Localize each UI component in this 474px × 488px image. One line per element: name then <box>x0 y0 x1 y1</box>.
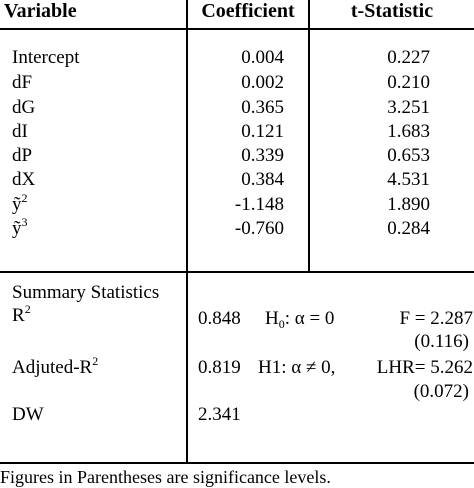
summary-rule <box>0 271 474 273</box>
row-coefficient: 0.002 <box>241 72 284 93</box>
row-coefficient: 0.384 <box>241 169 284 190</box>
header-variable: Variable <box>4 0 77 22</box>
adj-r2-label-exponent: 2 <box>92 354 99 368</box>
hypothesis-condition: : α = 0 <box>284 308 335 329</box>
row-coefficient: -0.760 <box>234 218 284 239</box>
row-variable: dI <box>12 121 28 142</box>
row-t-statistic: 1.683 <box>387 121 430 142</box>
hypothesis-h: H <box>265 308 279 329</box>
row-coefficient: 0.339 <box>241 145 284 166</box>
row-variable: dP <box>12 145 33 166</box>
header-t-statistic: t-Statistic <box>350 0 434 22</box>
row-variable: dX <box>12 169 36 190</box>
r2-statistic: F = 2.287 <box>399 308 473 329</box>
r2-label-text: R <box>12 305 25 326</box>
row-variable-base: ỹ <box>12 218 22 239</box>
dw-value: 2.341 <box>198 404 241 425</box>
adj-r2-label: Adjuted-R2 <box>12 355 98 378</box>
row-variable: ỹ3 <box>12 216 28 239</box>
row-variable-exponent: 2 <box>21 191 28 205</box>
dw-label: DW <box>12 404 44 425</box>
row-t-statistic: 0.653 <box>387 145 430 166</box>
r2-label: R2 <box>12 303 31 326</box>
row-variable: dG <box>12 97 36 118</box>
r2-value: 0.848 <box>198 308 241 329</box>
row-variable: dF <box>12 72 33 93</box>
bottom-rule <box>0 462 474 464</box>
row-coefficient: 0.365 <box>241 97 284 118</box>
row-coefficient: 0.004 <box>241 47 284 68</box>
adj-r2-value: 0.819 <box>198 357 241 378</box>
column-divider-2 <box>308 0 310 272</box>
r2-label-exponent: 2 <box>24 302 31 316</box>
adj-r2-statistic: LHR= 5.262 <box>376 357 473 378</box>
row-variable: ỹ2 <box>12 192 28 215</box>
summary-title: Summary Statistics <box>12 282 160 303</box>
r2-significance: (0.116) <box>414 331 469 352</box>
row-t-statistic: 0.284 <box>387 218 430 239</box>
header-rule <box>0 28 474 30</box>
row-variable: Intercept <box>12 47 80 68</box>
row-coefficient: -1.148 <box>234 194 284 215</box>
row-t-statistic: 1.890 <box>387 194 430 215</box>
row-variable-base: ỹ <box>12 194 22 215</box>
row-variable-exponent: 3 <box>21 215 28 229</box>
footnote: Figures in Parentheses are significance … <box>0 467 331 487</box>
row-t-statistic: 3.251 <box>387 97 430 118</box>
row-t-statistic: 4.531 <box>387 169 430 190</box>
r2-hypothesis: H0: α = 0 <box>265 308 335 331</box>
adj-r2-label-text: Adjuted-R <box>12 357 93 378</box>
adj-r2-significance: (0.072) <box>413 381 469 402</box>
adj-r2-hypothesis: H1: α ≠ 0, <box>258 357 336 378</box>
hypothesis-subscript: 0 <box>278 317 285 331</box>
column-divider-1 <box>186 0 188 463</box>
row-t-statistic: 0.210 <box>387 72 430 93</box>
row-t-statistic: 0.227 <box>387 47 430 68</box>
header-coefficient: Coefficient <box>201 0 295 22</box>
row-coefficient: 0.121 <box>241 121 284 142</box>
